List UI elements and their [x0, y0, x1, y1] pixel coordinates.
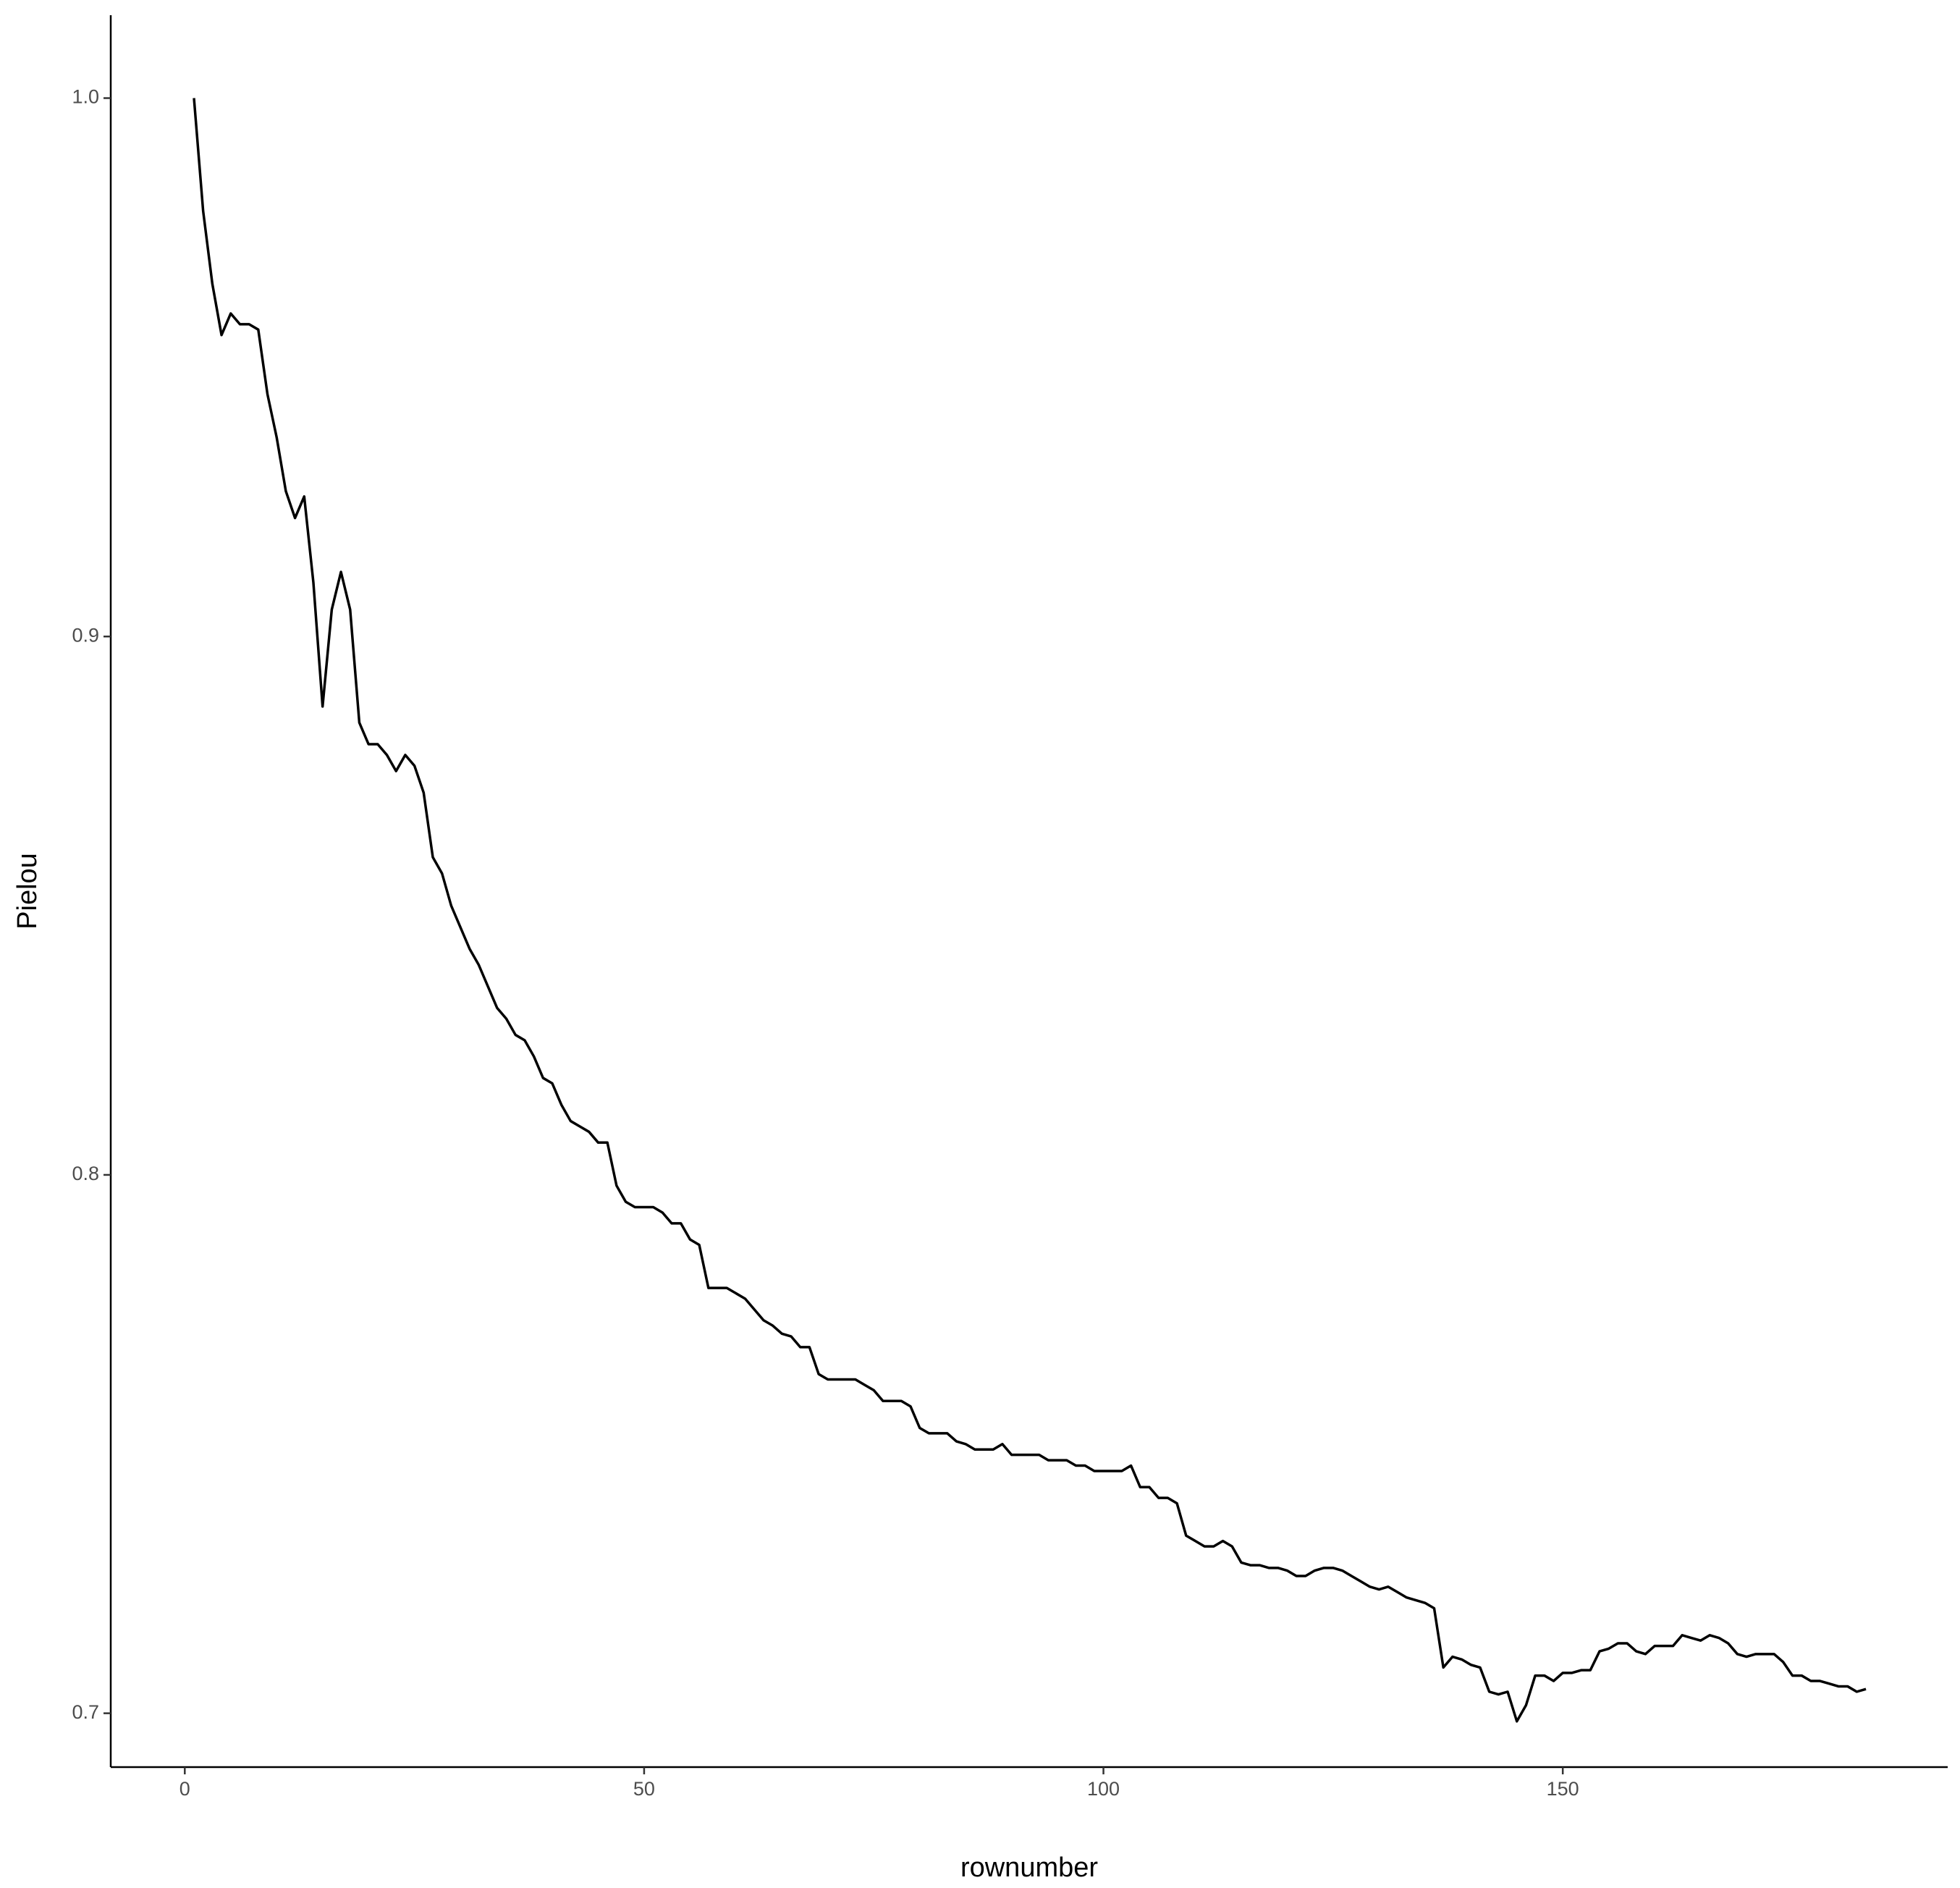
x-tick-label: 0 — [179, 1778, 190, 1800]
data-line — [193, 98, 1867, 1723]
y-tick-label: 0.8 — [72, 1163, 99, 1184]
x-tick-label: 100 — [1087, 1778, 1120, 1800]
x-axis-title: rownumber — [960, 1853, 1098, 1883]
y-tick-label: 0.9 — [72, 624, 99, 646]
x-tick-label: 50 — [633, 1778, 655, 1800]
y-tick-label: 0.7 — [72, 1701, 99, 1723]
y-axis-title: Pielou — [12, 853, 43, 930]
y-tick-label: 1.0 — [72, 86, 99, 108]
x-tick-label: 150 — [1547, 1778, 1579, 1800]
